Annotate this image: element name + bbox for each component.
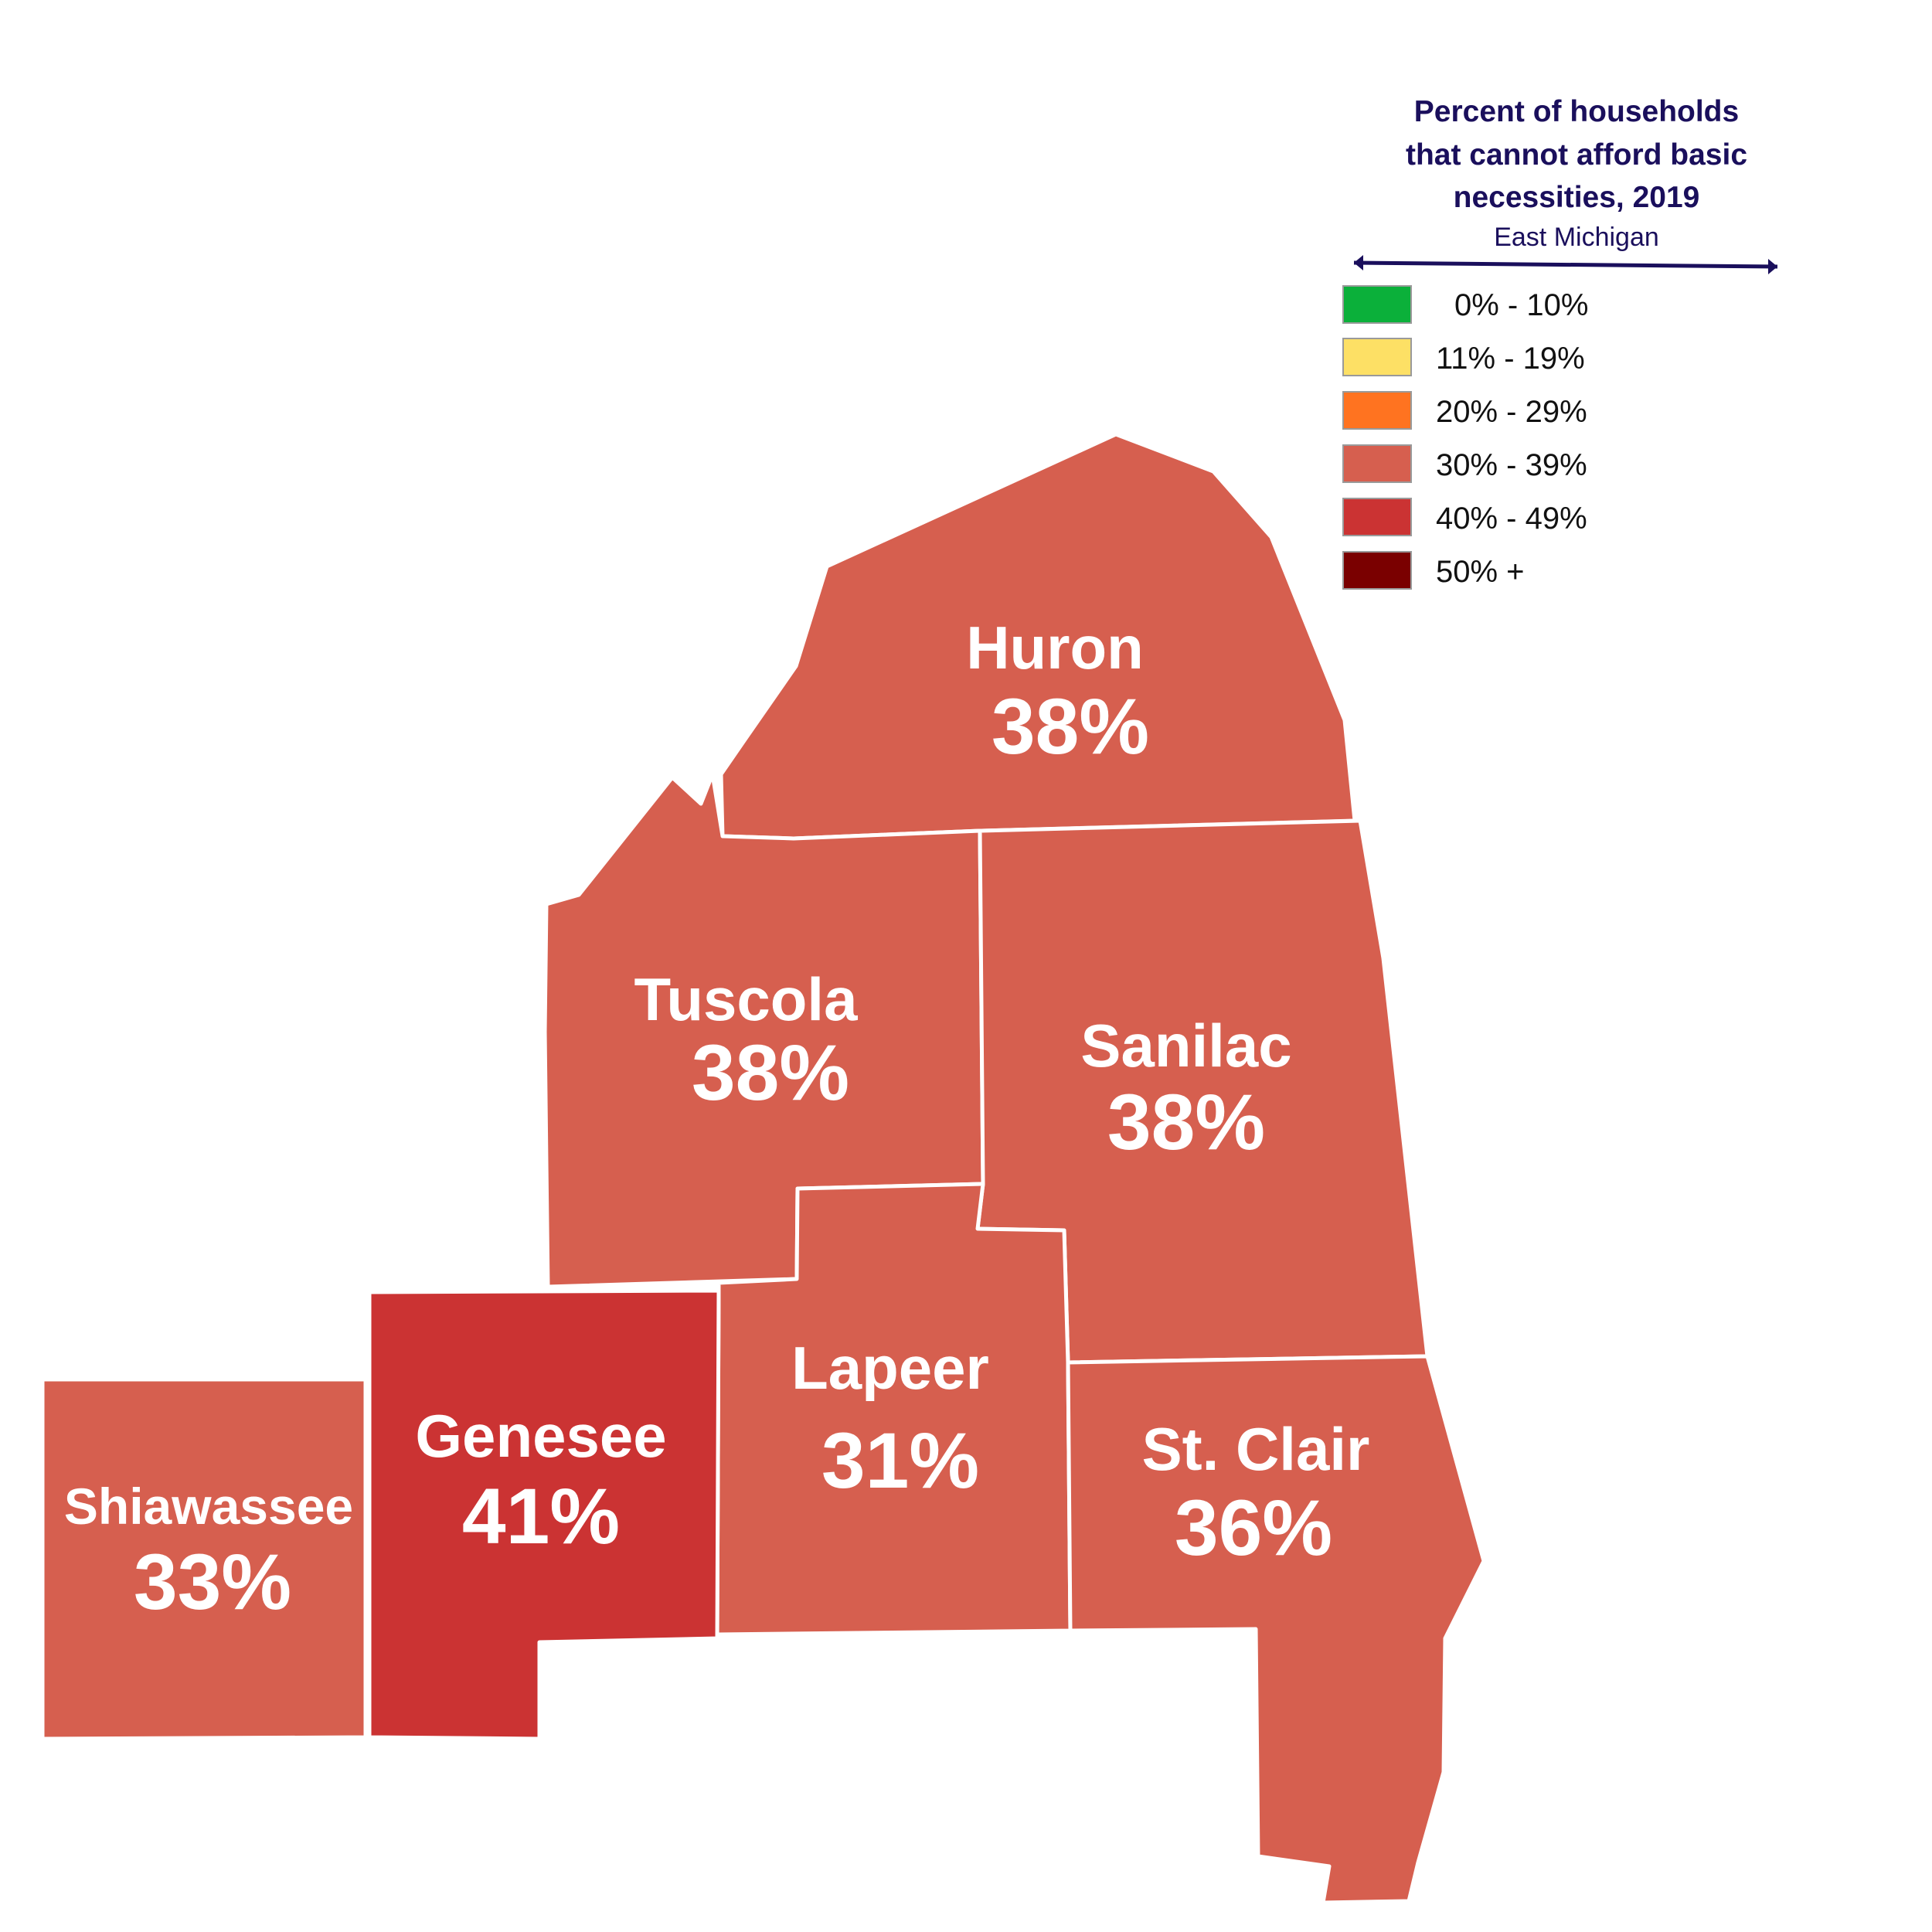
county-name-genesee: Genesee xyxy=(415,1402,666,1470)
legend-label: 0% - 10% xyxy=(1454,288,1588,322)
county-name-huron: Huron xyxy=(966,614,1144,682)
legend-swatch xyxy=(1342,498,1412,536)
legend-divider-arrow xyxy=(1353,255,1778,274)
county-name-tuscola: Tuscola xyxy=(634,965,859,1033)
county-shape-shiawassee[interactable] xyxy=(40,1377,368,1741)
county-name-lapeer: Lapeer xyxy=(791,1334,989,1402)
county-value-lapeer: 31% xyxy=(821,1417,979,1505)
legend-items: 0% - 10% 11% - 19% 20% - 29% 30% - 39% 4… xyxy=(1342,285,1588,590)
legend-swatch xyxy=(1342,391,1412,430)
legend-title-line-3: necessities, 2019 xyxy=(1454,181,1700,214)
legend-label: 40% - 49% xyxy=(1436,502,1587,536)
legend-item: 50% + xyxy=(1342,551,1525,590)
county-value-tuscola: 38% xyxy=(692,1029,849,1117)
legend-swatch xyxy=(1342,551,1412,590)
legend-label: 50% + xyxy=(1436,555,1525,589)
legend-subtitle: East Michigan xyxy=(1494,223,1659,252)
legend-item: 30% - 39% xyxy=(1342,444,1587,483)
county-name-shiawassee: Shiawassee xyxy=(64,1478,353,1535)
legend-item: 0% - 10% xyxy=(1342,285,1588,324)
county-value-sanilac: 38% xyxy=(1107,1078,1265,1166)
legend: Percent of households that cannot afford… xyxy=(1342,95,1778,590)
county-name-sanilac: Sanilac xyxy=(1080,1012,1291,1080)
county-name-st-clair: St. Clair xyxy=(1142,1415,1370,1483)
legend-label: 11% - 19% xyxy=(1436,342,1585,376)
legend-swatch xyxy=(1342,285,1412,324)
legend-item: 11% - 19% xyxy=(1342,338,1585,376)
legend-title-line-2: that cannot afford basic xyxy=(1406,138,1747,172)
county-shapes xyxy=(40,432,1486,1905)
legend-item: 40% - 49% xyxy=(1342,498,1587,536)
county-value-shiawassee: 33% xyxy=(134,1538,291,1626)
legend-title-line-1: Percent of households xyxy=(1414,95,1739,128)
legend-swatch xyxy=(1342,444,1412,483)
county-shape-st-clair[interactable] xyxy=(1066,1354,1486,1905)
county-shape-genesee[interactable] xyxy=(367,1288,721,1741)
county-value-st-clair: 36% xyxy=(1175,1484,1332,1572)
county-value-genesee: 41% xyxy=(462,1472,620,1560)
legend-item: 20% - 29% xyxy=(1342,391,1587,430)
legend-swatch xyxy=(1342,338,1412,376)
legend-label: 30% - 39% xyxy=(1436,448,1587,482)
county-labels: Huron 38% Tuscola 38% Sanilac 38% Lapeer… xyxy=(64,614,1370,1626)
county-value-huron: 38% xyxy=(992,682,1149,770)
legend-label: 20% - 29% xyxy=(1436,395,1587,429)
